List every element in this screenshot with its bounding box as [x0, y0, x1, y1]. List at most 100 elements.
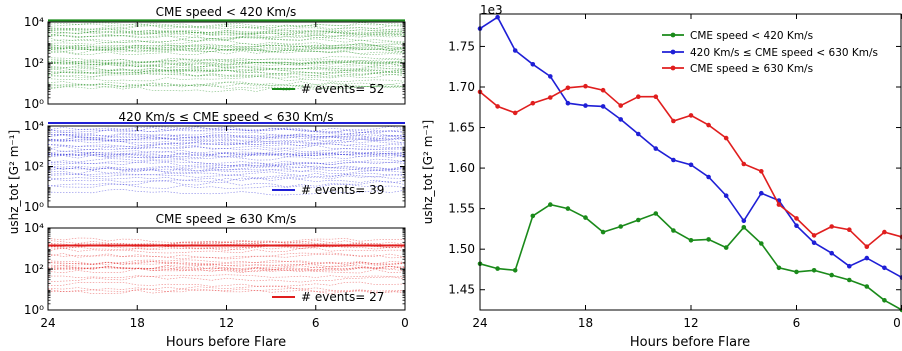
event-trace	[47, 161, 406, 168]
data-point	[759, 169, 764, 174]
event-trace	[47, 46, 406, 53]
subplot-low-plot: 10⁰ 10² 10⁴	[24, 15, 406, 111]
xtick-label: 24	[472, 316, 487, 330]
event-trace	[47, 142, 406, 149]
event-trace	[47, 34, 406, 41]
data-point	[882, 265, 887, 271]
legend-marker-high	[670, 65, 676, 71]
event-trace	[47, 247, 406, 254]
data-point	[794, 223, 799, 228]
subplot-low-title: CME speed < 420 Km/s	[156, 5, 297, 19]
event-trace	[47, 50, 406, 56]
event-trace	[47, 265, 406, 272]
data-point	[759, 241, 764, 246]
xtick-label: 18	[578, 316, 593, 330]
data-point	[495, 14, 500, 20]
data-point	[671, 118, 676, 124]
event-trace	[47, 76, 406, 82]
data-point	[688, 238, 694, 243]
event-trace	[47, 72, 406, 79]
left-xlabel: Hours before Flare	[166, 335, 286, 350]
legend-label-high: CME speed ≥ 630 Km/s	[690, 63, 813, 75]
data-point	[847, 277, 852, 283]
data-point	[882, 298, 887, 303]
data-point	[794, 269, 799, 275]
ytick-label: 10²	[24, 160, 44, 174]
event-trace	[47, 65, 406, 72]
right-legend: CME speed < 420 Km/s 420 Km/s ≤ CME spee…	[662, 30, 878, 75]
data-point	[565, 100, 571, 106]
event-trace	[47, 144, 406, 151]
legend-entry-low: CME speed < 420 Km/s	[662, 30, 813, 42]
legend-marker-mid	[670, 49, 676, 55]
ytick-label: 10⁴	[24, 15, 44, 29]
subplot-high-legend-text: # events= 27	[301, 290, 384, 304]
legend-entry-mid: 420 Km/s ≤ CME speed < 630 Km/s	[662, 47, 878, 59]
ytick-label: 1.70	[448, 80, 475, 94]
data-point	[794, 216, 799, 221]
event-trace	[47, 48, 406, 55]
event-trace	[47, 72, 406, 79]
data-point	[548, 202, 553, 207]
data-point	[829, 224, 834, 229]
subplot-high-title: CME speed ≥ 630 Km/s	[156, 212, 297, 226]
data-point	[759, 190, 764, 196]
event-trace	[47, 261, 406, 268]
data-point	[723, 193, 729, 198]
event-trace	[47, 81, 406, 88]
legend-label-mid: 420 Km/s ≤ CME speed < 630 Km/s	[690, 47, 878, 59]
data-point	[565, 206, 571, 211]
ytick-label: 10⁰	[24, 200, 44, 214]
data-point	[653, 146, 659, 151]
legend-entry-high: CME speed ≥ 630 Km/s	[662, 63, 813, 75]
event-trace	[47, 136, 406, 142]
left-xtick-labels: 24 18 12 6 0	[40, 316, 408, 330]
event-trace	[47, 43, 405, 50]
data-point	[636, 131, 641, 137]
data-point	[618, 224, 623, 229]
xtick-label: 0	[893, 316, 901, 330]
event-trace	[47, 265, 406, 272]
data-point	[671, 228, 676, 233]
data-point	[583, 103, 588, 108]
event-trace	[47, 31, 406, 38]
data-point	[512, 268, 518, 273]
right-ylabel: ushz_tot [G² m⁻¹]	[421, 120, 435, 224]
data-point	[583, 215, 588, 220]
event-trace	[47, 152, 406, 159]
event-trace	[47, 164, 406, 171]
left-ylabel: ushz_tot [G² m⁻¹]	[7, 130, 21, 234]
data-point	[864, 255, 870, 261]
xtick-label: 24	[40, 316, 55, 330]
event-trace	[47, 61, 406, 68]
ytick-label: 10²	[24, 56, 44, 70]
data-point	[723, 135, 729, 141]
data-point	[548, 95, 553, 100]
data-point	[864, 244, 870, 249]
data-point	[583, 83, 588, 89]
ytick-label: 10⁰	[24, 303, 44, 317]
event-trace	[47, 260, 406, 266]
ytick-label: 1.45	[448, 283, 475, 297]
data-point	[636, 217, 641, 223]
event-trace	[47, 69, 406, 76]
ytick-label: 1.55	[448, 202, 475, 216]
ytick-label: 10⁰	[24, 97, 44, 111]
data-point	[847, 227, 852, 232]
data-point	[723, 245, 729, 250]
data-point	[829, 250, 834, 256]
event-trace	[47, 133, 406, 140]
data-point	[530, 213, 536, 219]
subplot-mid-plot: 10⁰ 10² 10⁴	[24, 119, 406, 214]
event-trace	[47, 145, 406, 152]
event-trace	[47, 152, 406, 159]
data-point	[548, 74, 553, 79]
event-trace	[47, 70, 406, 77]
subplot-low-speed: CME speed < 420 Km/s 10⁰ 10² 10⁴ # events=…	[24, 5, 406, 111]
event-trace	[47, 274, 406, 280]
data-point	[776, 265, 782, 271]
data-point	[653, 211, 659, 216]
data-point	[671, 157, 676, 163]
subplot-low-legend-text: # events= 52	[301, 82, 384, 96]
event-trace	[47, 154, 406, 161]
